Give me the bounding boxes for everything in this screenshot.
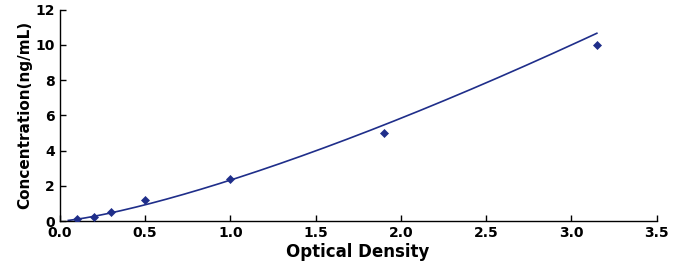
X-axis label: Optical Density: Optical Density — [287, 243, 430, 261]
Y-axis label: Concentration(ng/mL): Concentration(ng/mL) — [17, 21, 32, 210]
